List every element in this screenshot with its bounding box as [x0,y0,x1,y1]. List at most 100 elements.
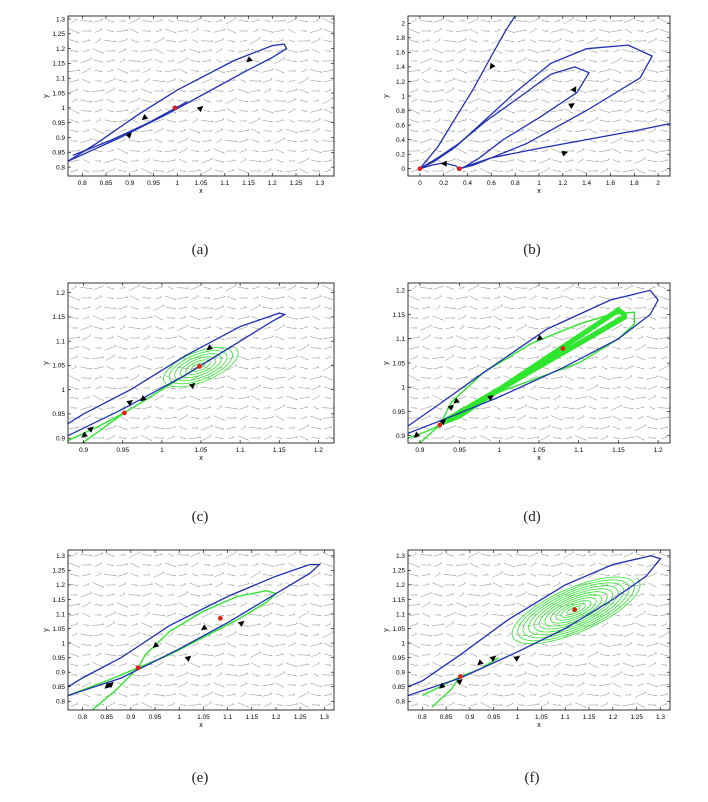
y-tick-label: 1.1 [396,336,405,343]
y-tick-label: 0.9 [396,669,405,676]
plot-area [408,550,670,710]
y-tick-label: 0.9 [56,135,65,142]
x-tick-label: 1.2 [271,714,280,721]
y-tick-label: 0.95 [392,655,405,662]
y-tick-label: 1.15 [52,597,65,604]
equilibrium-point [458,674,463,679]
y-tick-label: 1.05 [52,363,65,370]
caption-f: (f) [492,770,572,787]
x-tick-label: 1.8 [630,180,639,187]
equilibrium-point [418,166,423,171]
y-tick-label: 1.15 [52,314,65,321]
y-tick-label: 0.8 [56,699,65,706]
x-tick-label: 0.8 [511,180,520,187]
x-tick-label: 1.3 [315,180,324,187]
y-tick-label: 1.3 [56,553,65,560]
x-tick-label: 1.05 [535,714,548,721]
x-tick-label: 1.3 [656,714,665,721]
y-tick-label: 0.6 [396,122,405,129]
caption-a: (a) [160,242,240,259]
x-tick-label: 0.95 [147,180,160,187]
x-tick-label: 0.8 [78,714,87,721]
equilibrium-point [136,665,141,670]
x-tick-label: 1.2 [314,447,323,454]
y-tick-label: 0.95 [52,655,65,662]
x-tick-label: 1.2 [654,447,663,454]
y-tick-label: 0.85 [52,684,65,691]
x-tick-label: 1.05 [195,447,208,454]
y-tick-label: 0.9 [56,669,65,676]
x-tick-label: 0.85 [440,714,453,721]
y-tick-label: 0 [401,166,405,173]
x-tick-label: 1.6 [606,180,615,187]
y-tick-label: 0.95 [52,411,65,418]
x-tick-label: 1.25 [290,180,303,187]
x-tick-label: 0.95 [453,447,466,454]
x-tick-label: 1.05 [533,447,546,454]
x-tick-label: 1.15 [583,714,596,721]
y-axis-label: y [383,94,390,98]
x-tick-label: 1 [177,714,181,721]
y-tick-label: 1.1 [56,76,65,83]
x-tick-label: 1.3 [320,714,329,721]
y-tick-label: 1.1 [56,611,65,618]
x-tick-label: 1.25 [294,714,307,721]
y-tick-label: 0.9 [396,433,405,440]
y-tick-label: 1.3 [56,16,65,23]
caption-e: (e) [160,770,240,787]
y-tick-label: 1 [401,640,405,647]
y-tick-label: 1.2 [56,46,65,53]
equilibrium-point [172,105,177,110]
y-tick-label: 1.3 [396,553,405,560]
x-tick-label: 1.1 [220,180,229,187]
y-tick-label: 1.2 [396,288,405,295]
caption-b: (b) [492,242,572,259]
y-tick-label: 0.8 [56,164,65,171]
y-tick-label: 1.1 [396,611,405,618]
x-axis-label: x [199,455,203,462]
equilibrium-point [560,346,565,351]
x-axis-label: x [199,722,203,729]
x-tick-label: 1 [516,714,520,721]
x-tick-label: 1 [537,180,541,187]
y-tick-label: 0.2 [396,151,405,158]
equilibrium-point [218,616,223,621]
x-tick-label: 1 [497,447,501,454]
y-tick-label: 1.1 [56,338,65,345]
x-tick-label: 0.85 [100,180,113,187]
y-tick-label: 1.25 [52,568,65,575]
y-tick-label: 0.85 [52,150,65,157]
equilibrium-point [197,364,202,369]
x-tick-label: 1.15 [245,714,258,721]
equilibrium-point [572,607,577,612]
x-tick-label: 1.2 [608,714,617,721]
y-tick-label: 0.4 [396,137,405,144]
x-axis-label: x [537,188,541,195]
y-tick-label: 1 [61,105,65,112]
y-tick-label: 0.8 [396,699,405,706]
x-tick-label: 0.8 [418,714,427,721]
caption-c: (c) [160,509,240,526]
x-tick-label: 0.9 [125,180,134,187]
x-tick-label: 0 [418,180,422,187]
equilibrium-point [437,423,442,428]
x-tick-label: 1.1 [236,447,245,454]
y-tick-label: 0.95 [392,409,405,416]
x-tick-label: 0.85 [100,714,113,721]
x-axis-label: x [199,188,203,195]
x-tick-label: 1.1 [223,714,232,721]
x-axis-label: x [537,455,541,462]
x-tick-label: 0.9 [415,447,424,454]
x-axis-label: x [537,722,541,729]
x-tick-label: 0.95 [149,714,162,721]
y-axis-label: y [383,628,390,632]
y-tick-label: 1 [61,387,65,394]
equilibrium-point [457,166,462,171]
x-tick-label: 1.1 [561,714,570,721]
y-tick-label: 1.25 [52,31,65,38]
